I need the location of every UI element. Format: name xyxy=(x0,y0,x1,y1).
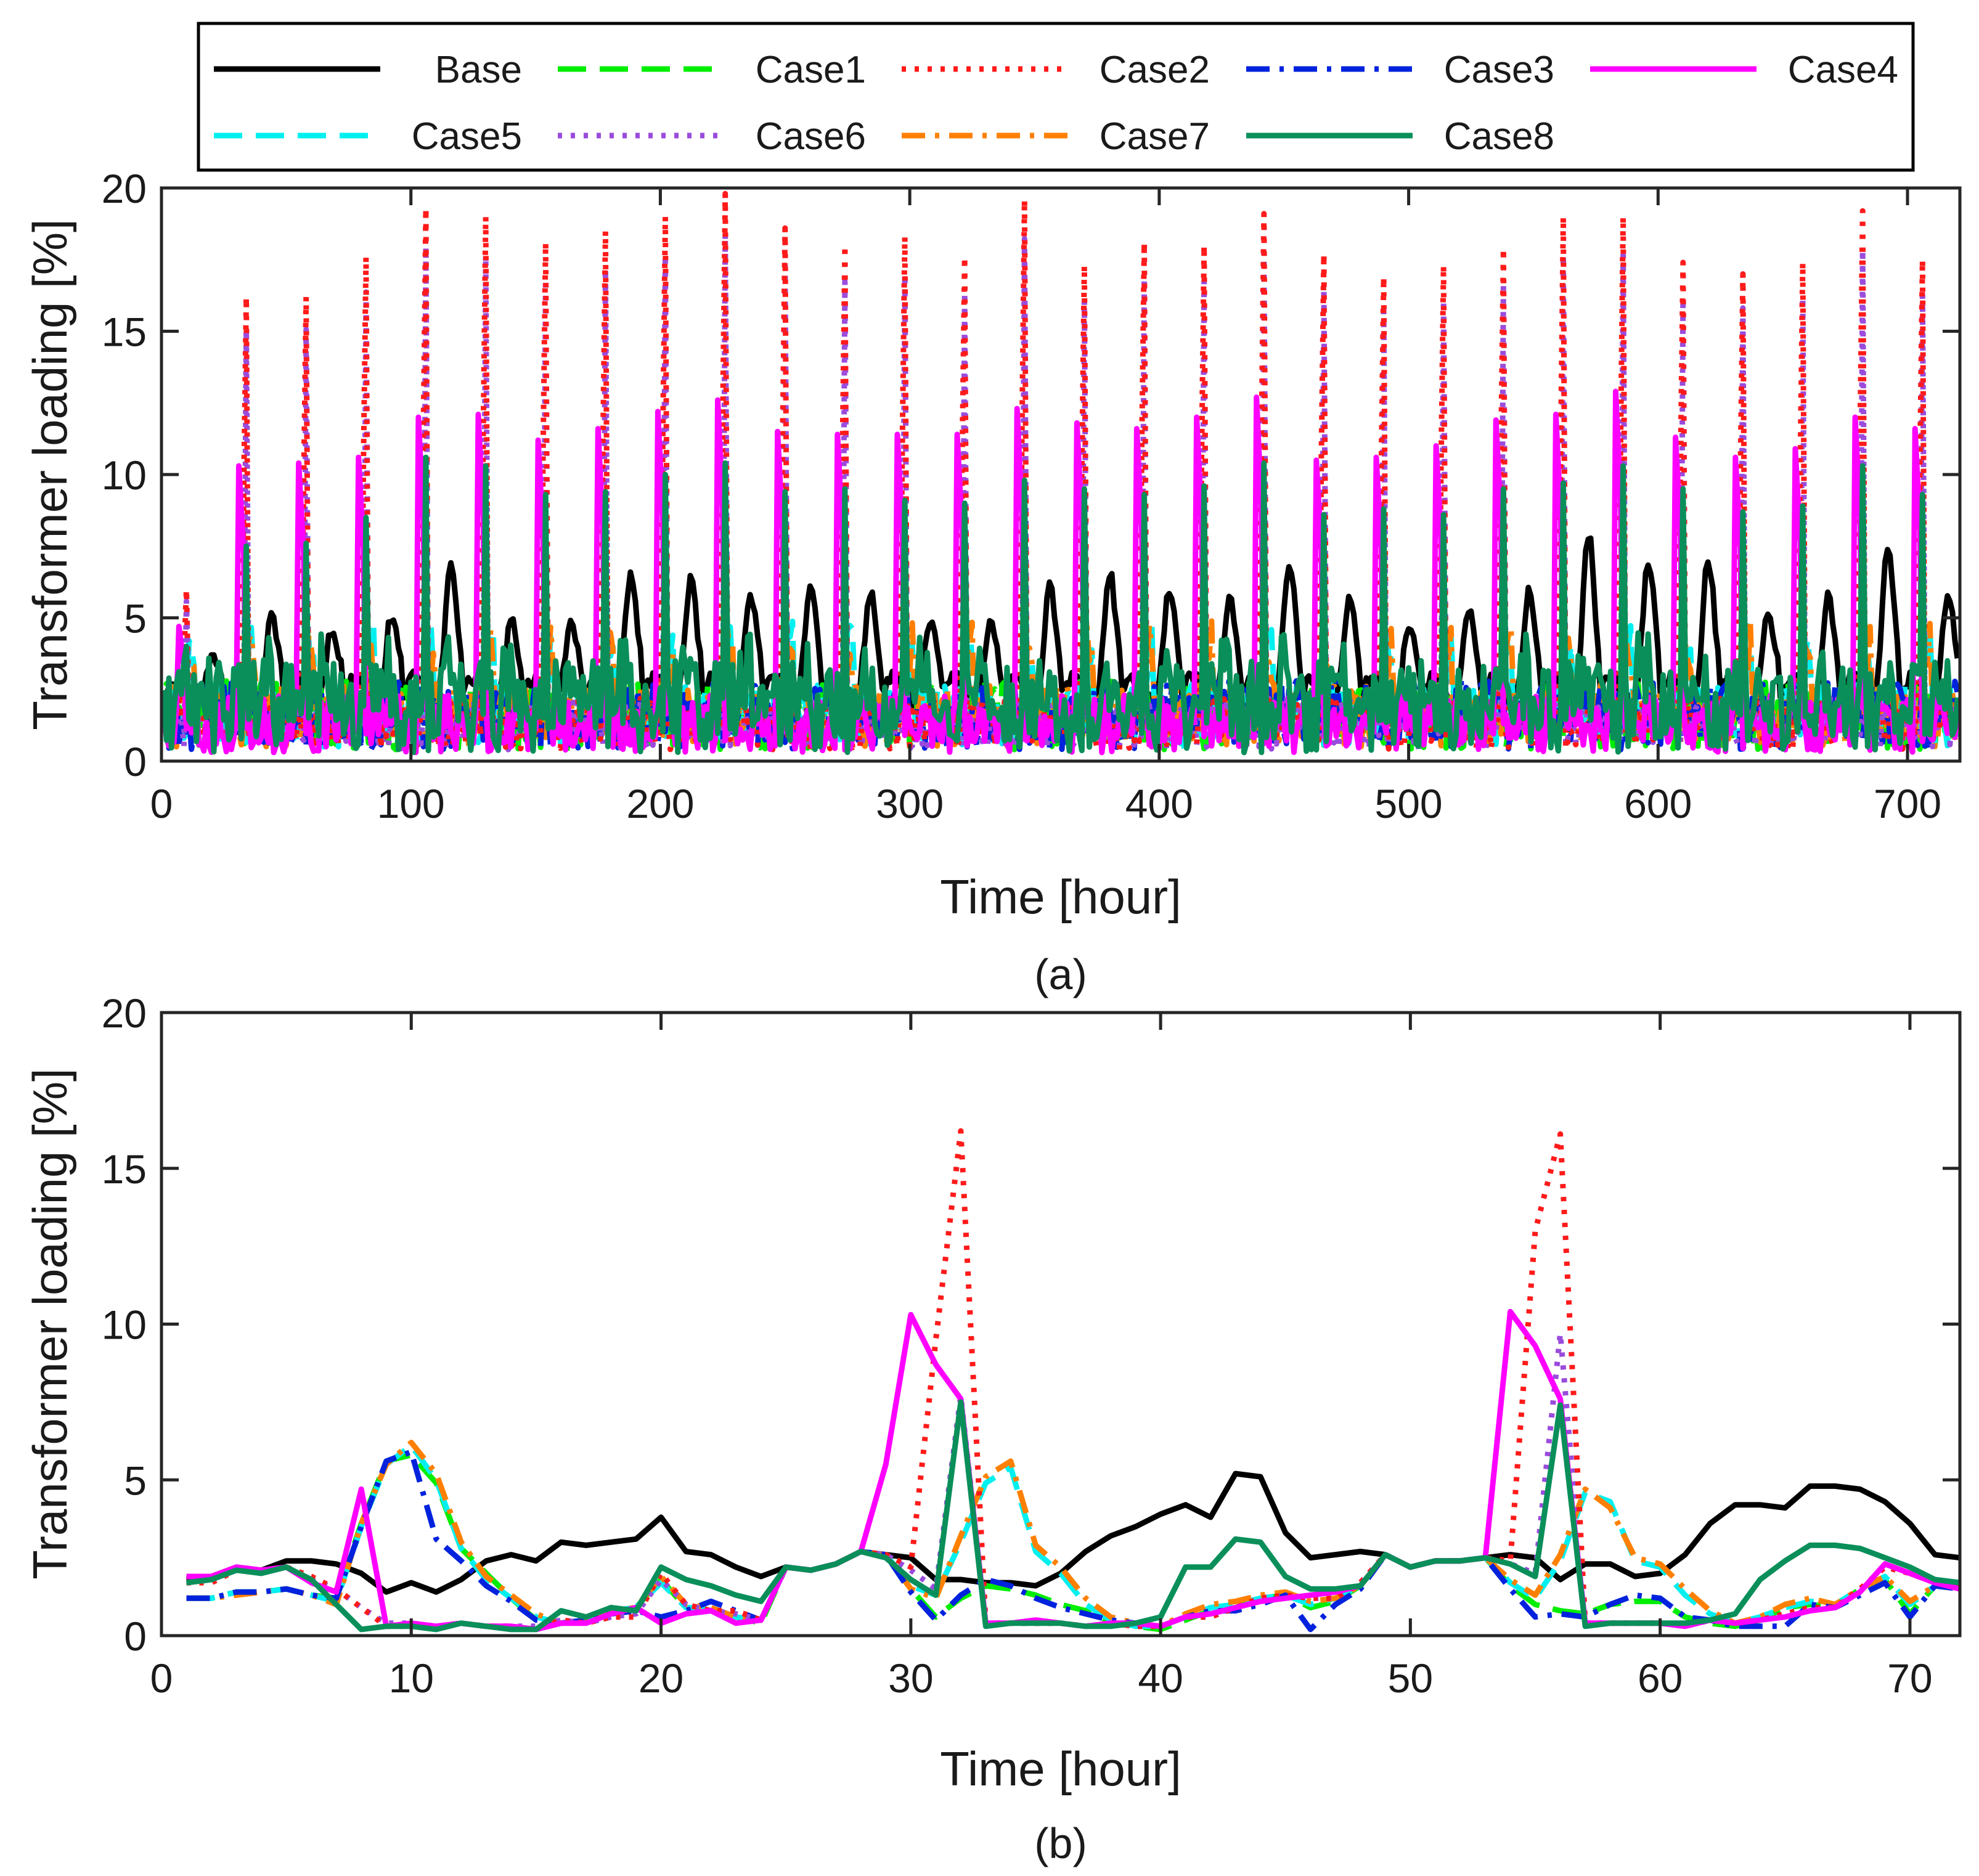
panel-a-x-tick-label: 300 xyxy=(876,781,944,826)
panel-a-x-tick-label: 0 xyxy=(150,781,173,826)
panel-b-y-tick-label: 20 xyxy=(102,990,147,1036)
panel-b-plot-area xyxy=(186,1128,1960,1633)
panel-b-y-tick-label: 10 xyxy=(102,1302,147,1348)
panel-a-x-tick-label: 500 xyxy=(1375,781,1443,826)
panel-b-x-tick-label: 70 xyxy=(1887,1655,1932,1701)
panel-b-x-axis-label: Time [hour] xyxy=(940,1742,1181,1796)
panel-a-series-case8 xyxy=(161,454,1960,756)
panel-a-x-tick-label: 100 xyxy=(377,781,445,826)
panel-b-x-tick-label: 60 xyxy=(1638,1655,1683,1701)
panel-a-caption: (a) xyxy=(1034,950,1087,998)
legend-label-base: Base xyxy=(435,49,522,91)
panel-a-y-tick-label: 0 xyxy=(124,739,147,785)
panel-b-ticks: 0 10 20 30 40 50 60 70 0 5 10 15 20 xyxy=(102,990,1960,1701)
legend-label-case3: Case3 xyxy=(1444,49,1554,91)
panel-b-x-tick-label: 30 xyxy=(888,1655,933,1701)
legend: Base Case1 Case2 Case3 Case4 Case5 Case6 Case7 C… xyxy=(197,22,1915,172)
panel-b-x-tick-label: 20 xyxy=(639,1655,683,1701)
panel-a-x-tick-label: 200 xyxy=(626,781,694,826)
panel-a-y-tick-label: 5 xyxy=(124,596,147,642)
panel-b-y-axis-label: Transformer loading [%] xyxy=(23,1068,77,1579)
legend-label-case4: Case4 xyxy=(1788,49,1898,91)
panel-b-y-tick-label: 15 xyxy=(102,1146,147,1192)
panel-b-background xyxy=(161,1013,1960,1636)
panel-b-series-case1 xyxy=(186,1452,1960,1633)
panel-b-series-case7 xyxy=(186,1440,1960,1629)
panel-a-x-axis-label: Time [hour] xyxy=(940,870,1181,924)
panel-b-series-case3 xyxy=(186,1449,1960,1633)
panel-a-plot-area xyxy=(161,190,1960,756)
panel-a-y-tick-label: 10 xyxy=(102,452,147,498)
panel-b-series-case8 xyxy=(186,1399,1960,1633)
panel-b: 0 10 20 30 40 50 60 70 0 5 10 15 20 Time [hour] Tran… xyxy=(23,990,1962,1867)
legend-label-case8: Case8 xyxy=(1444,115,1554,158)
legend-label-case7: Case7 xyxy=(1100,115,1210,158)
legend-label-case2: Case2 xyxy=(1100,49,1210,91)
panel-a: 0 100 200 300 400 500 600 700 0 5 10 15 20 Time [hou… xyxy=(23,166,1962,998)
panel-a-y-tick-label: 20 xyxy=(102,166,147,211)
legend-label-case5: Case5 xyxy=(412,115,522,158)
legend-label-case1: Case1 xyxy=(756,49,866,91)
panel-a-x-tick-label: 600 xyxy=(1624,781,1692,826)
panel-a-y-axis-label: Transformer loading [%] xyxy=(23,219,77,730)
panel-b-caption: (b) xyxy=(1034,1819,1087,1867)
legend-box xyxy=(197,22,1915,172)
panel-b-y-tick-label: 5 xyxy=(124,1458,147,1503)
panel-b-x-tick-label: 50 xyxy=(1388,1655,1433,1701)
legend-label-case6: Case6 xyxy=(756,115,866,158)
panel-a-y-tick-label: 15 xyxy=(102,309,147,355)
panel-b-x-tick-label: 10 xyxy=(389,1655,434,1701)
panel-b-x-tick-label: 0 xyxy=(150,1655,173,1701)
panel-a-ticks: 0 100 200 300 400 500 600 700 0 5 10 15 20 xyxy=(102,166,1960,826)
panel-a-x-tick-label: 400 xyxy=(1125,781,1193,826)
panel-b-x-tick-label: 40 xyxy=(1138,1655,1183,1701)
panel-b-y-tick-label: 0 xyxy=(124,1613,147,1659)
panel-a-x-tick-label: 700 xyxy=(1874,781,1941,826)
